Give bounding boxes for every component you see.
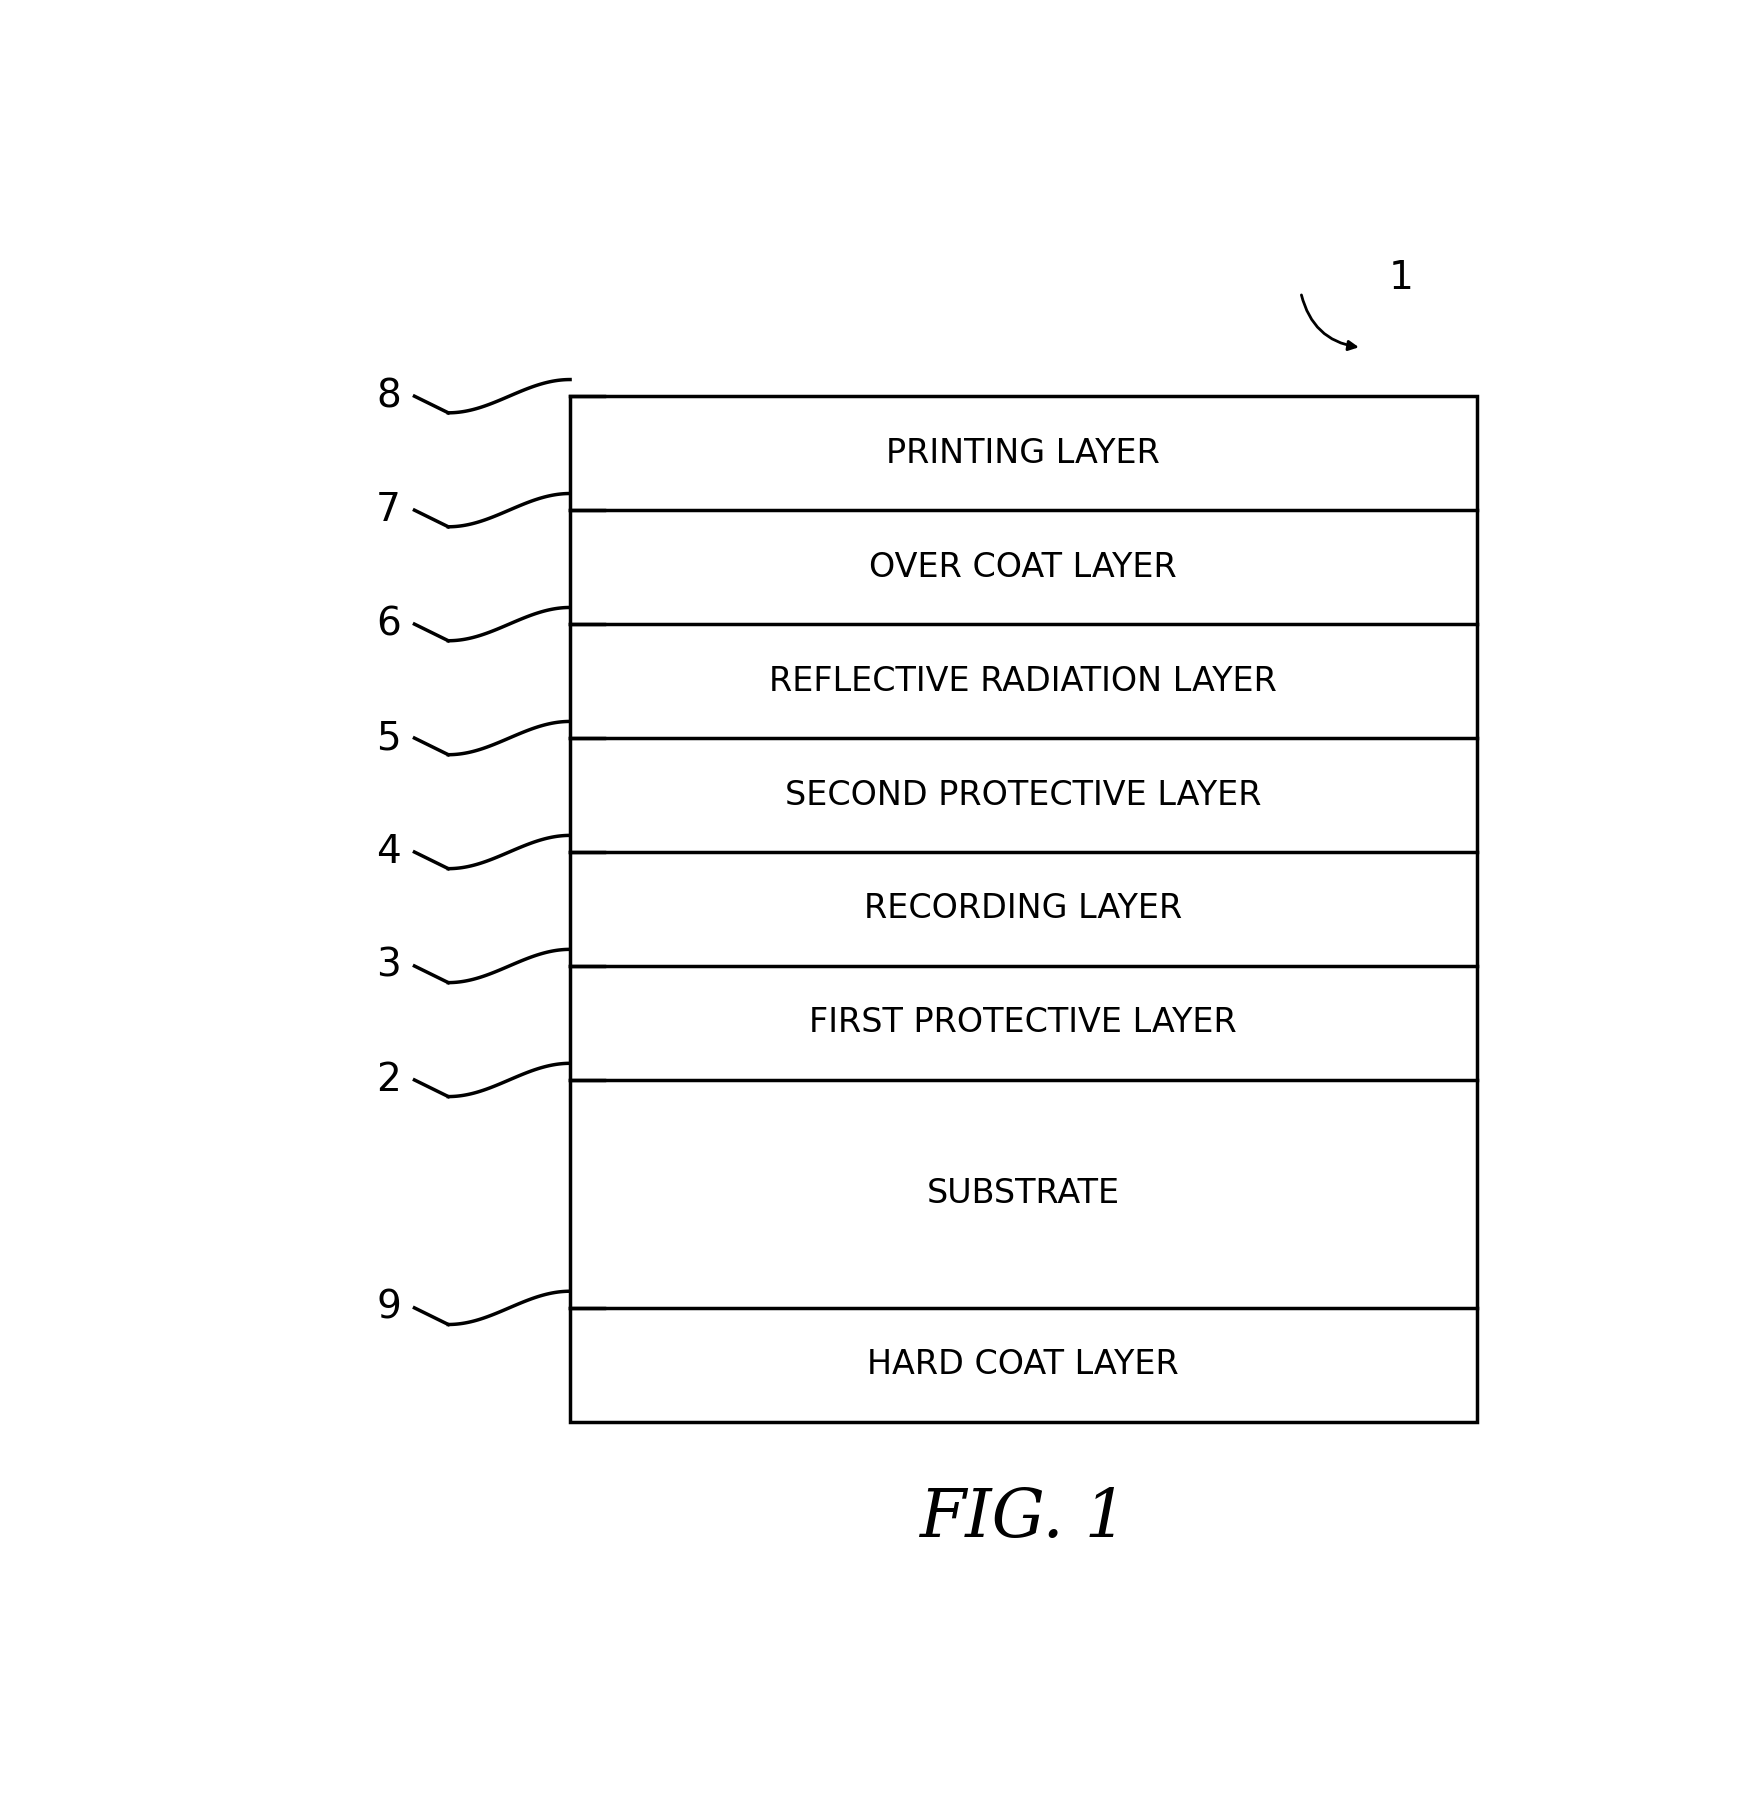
Text: 1: 1 xyxy=(1388,259,1414,297)
Text: SUBSTRATE: SUBSTRATE xyxy=(927,1177,1119,1210)
Text: OVER COAT LAYER: OVER COAT LAYER xyxy=(870,551,1177,583)
Text: 4: 4 xyxy=(375,833,402,871)
Text: RECORDING LAYER: RECORDING LAYER xyxy=(864,893,1182,925)
Text: HARD COAT LAYER: HARD COAT LAYER xyxy=(868,1348,1179,1381)
Text: 6: 6 xyxy=(375,605,402,643)
Text: 8: 8 xyxy=(375,378,402,416)
Text: 9: 9 xyxy=(375,1289,402,1327)
Text: 5: 5 xyxy=(377,718,402,758)
Text: REFLECTIVE RADIATION LAYER: REFLECTIVE RADIATION LAYER xyxy=(770,664,1278,698)
Text: 7: 7 xyxy=(375,491,402,529)
Text: 2: 2 xyxy=(375,1060,402,1100)
Bar xyxy=(569,396,1477,1422)
Text: FIRST PROTECTIVE LAYER: FIRST PROTECTIVE LAYER xyxy=(810,1006,1238,1039)
Text: PRINTING LAYER: PRINTING LAYER xyxy=(887,437,1161,470)
Text: 3: 3 xyxy=(375,947,402,985)
Text: SECOND PROTECTIVE LAYER: SECOND PROTECTIVE LAYER xyxy=(786,779,1262,812)
Text: FIG. 1: FIG. 1 xyxy=(920,1487,1128,1552)
